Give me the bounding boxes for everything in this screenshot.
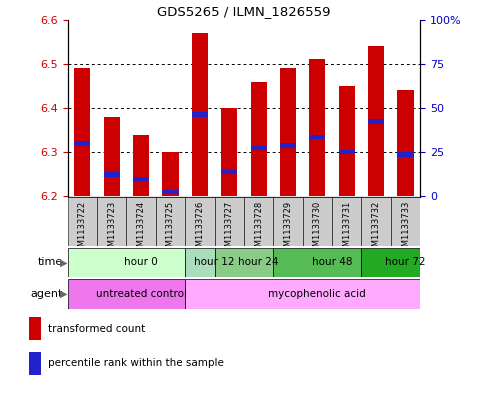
Text: ▶: ▶ [59,257,67,267]
Bar [368,119,384,123]
Text: GSM1133729: GSM1133729 [284,200,293,257]
Bar [29,317,41,340]
Bar [398,90,413,196]
Text: GSM1133726: GSM1133726 [195,200,204,257]
Bar [368,46,384,196]
Text: GSM1133730: GSM1133730 [313,200,322,257]
Bar [251,146,267,150]
Text: hour 0: hour 0 [124,257,158,267]
Bar [29,352,41,375]
Text: GSM1133725: GSM1133725 [166,200,175,257]
Bar [309,59,326,196]
Bar [309,134,326,139]
Bar [162,152,179,196]
Bar [97,196,127,246]
Bar [133,176,149,181]
Bar [127,196,156,246]
Bar [185,248,214,277]
Text: mycophenolic acid: mycophenolic acid [269,289,366,299]
Bar [339,150,355,154]
Bar [273,248,361,277]
Title: GDS5265 / ILMN_1826559: GDS5265 / ILMN_1826559 [157,6,331,18]
Bar [214,248,273,277]
Text: percentile rank within the sample: percentile rank within the sample [48,358,224,368]
Text: hour 72: hour 72 [385,257,426,267]
Text: GSM1133722: GSM1133722 [78,200,87,257]
Text: hour 48: hour 48 [312,257,352,267]
Text: transformed count: transformed count [48,323,145,334]
Bar [339,86,355,196]
Bar [214,196,244,246]
Text: time: time [38,257,63,267]
Bar [251,81,267,196]
Text: GSM1133732: GSM1133732 [371,200,381,257]
Bar [280,68,296,196]
Bar [244,196,273,246]
Text: GSM1133727: GSM1133727 [225,200,234,257]
Bar [332,196,361,246]
Bar [192,112,208,117]
Text: hour 12: hour 12 [194,257,235,267]
Bar [280,143,296,148]
Bar [273,196,303,246]
Text: GSM1133731: GSM1133731 [342,200,351,257]
Bar [133,134,149,196]
Text: untreated control: untreated control [96,289,186,299]
Bar [104,172,120,176]
Bar [68,196,97,246]
Bar [303,196,332,246]
Bar [162,190,179,194]
Text: GSM1133733: GSM1133733 [401,200,410,257]
Bar [74,68,90,196]
Bar [221,170,237,174]
Bar [398,152,413,157]
Text: GSM1133724: GSM1133724 [137,200,145,257]
Bar [361,248,420,277]
Bar [68,279,185,309]
Bar [185,279,420,309]
Text: ▶: ▶ [59,289,67,299]
Text: GSM1133723: GSM1133723 [107,200,116,257]
Bar [74,141,90,146]
Text: agent: agent [30,289,63,299]
Bar [361,196,391,246]
Bar [185,196,214,246]
Text: GSM1133728: GSM1133728 [254,200,263,257]
Text: hour 24: hour 24 [238,257,279,267]
Bar [104,117,120,196]
Bar [156,196,185,246]
Bar [221,108,237,196]
Bar [391,196,420,246]
Bar [68,248,185,277]
Bar [192,33,208,196]
